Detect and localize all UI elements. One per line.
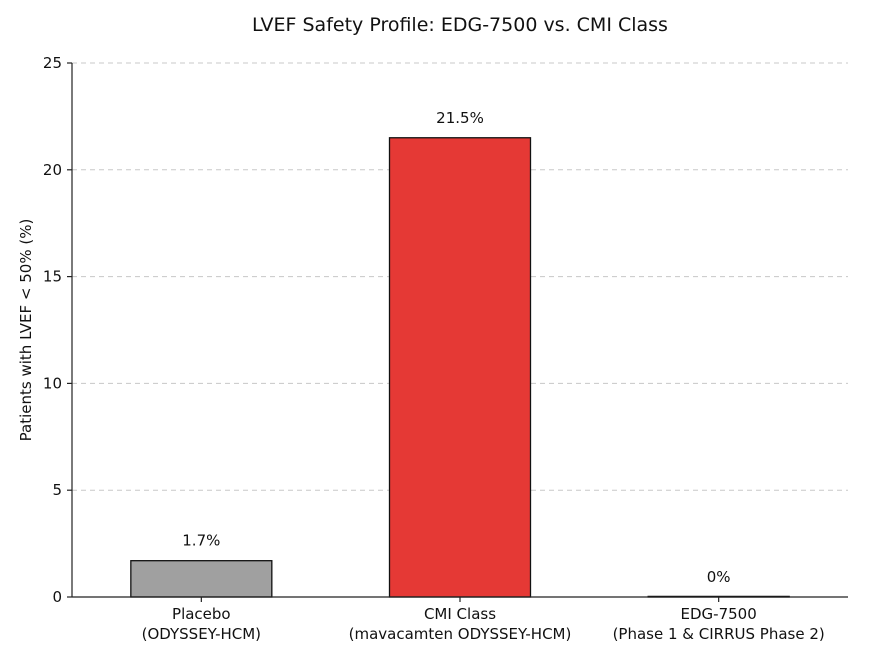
x-category-sublabel: (ODYSSEY-HCM) [142,625,261,643]
y-tick-label: 5 [52,481,62,499]
axes [67,62,848,602]
x-category-sublabel: (mavacamten ODYSSEY-HCM) [349,625,572,643]
bars [130,137,790,598]
bar-value-label: 0% [707,568,731,586]
y-tick-label: 15 [43,268,62,286]
x-category-label: EDG-7500 [681,605,757,623]
chart-title: LVEF Safety Profile: EDG-7500 vs. CMI Cl… [252,14,668,36]
bar [130,560,273,598]
y-tick-label: 0 [52,588,62,606]
y-axis-title: Patients with LVEF < 50% (%) [17,219,35,442]
x-category-sublabel: (Phase 1 & CIRRUS Phase 2) [613,625,825,643]
bar [388,137,532,598]
bar-value-label: 1.7% [182,532,220,550]
x-category-label: Placebo [172,605,231,623]
y-tick-label: 10 [43,374,62,392]
labels: 0 5 10 15 20 25 1.7% Placebo (ODYSSEY-HCM) 21.5% C… [43,54,825,643]
bar-value-label: 21.5% [436,109,484,127]
y-tick-label: 20 [43,161,62,179]
y-tick-label: 25 [43,54,62,72]
x-category-label: CMI Class [424,605,496,623]
